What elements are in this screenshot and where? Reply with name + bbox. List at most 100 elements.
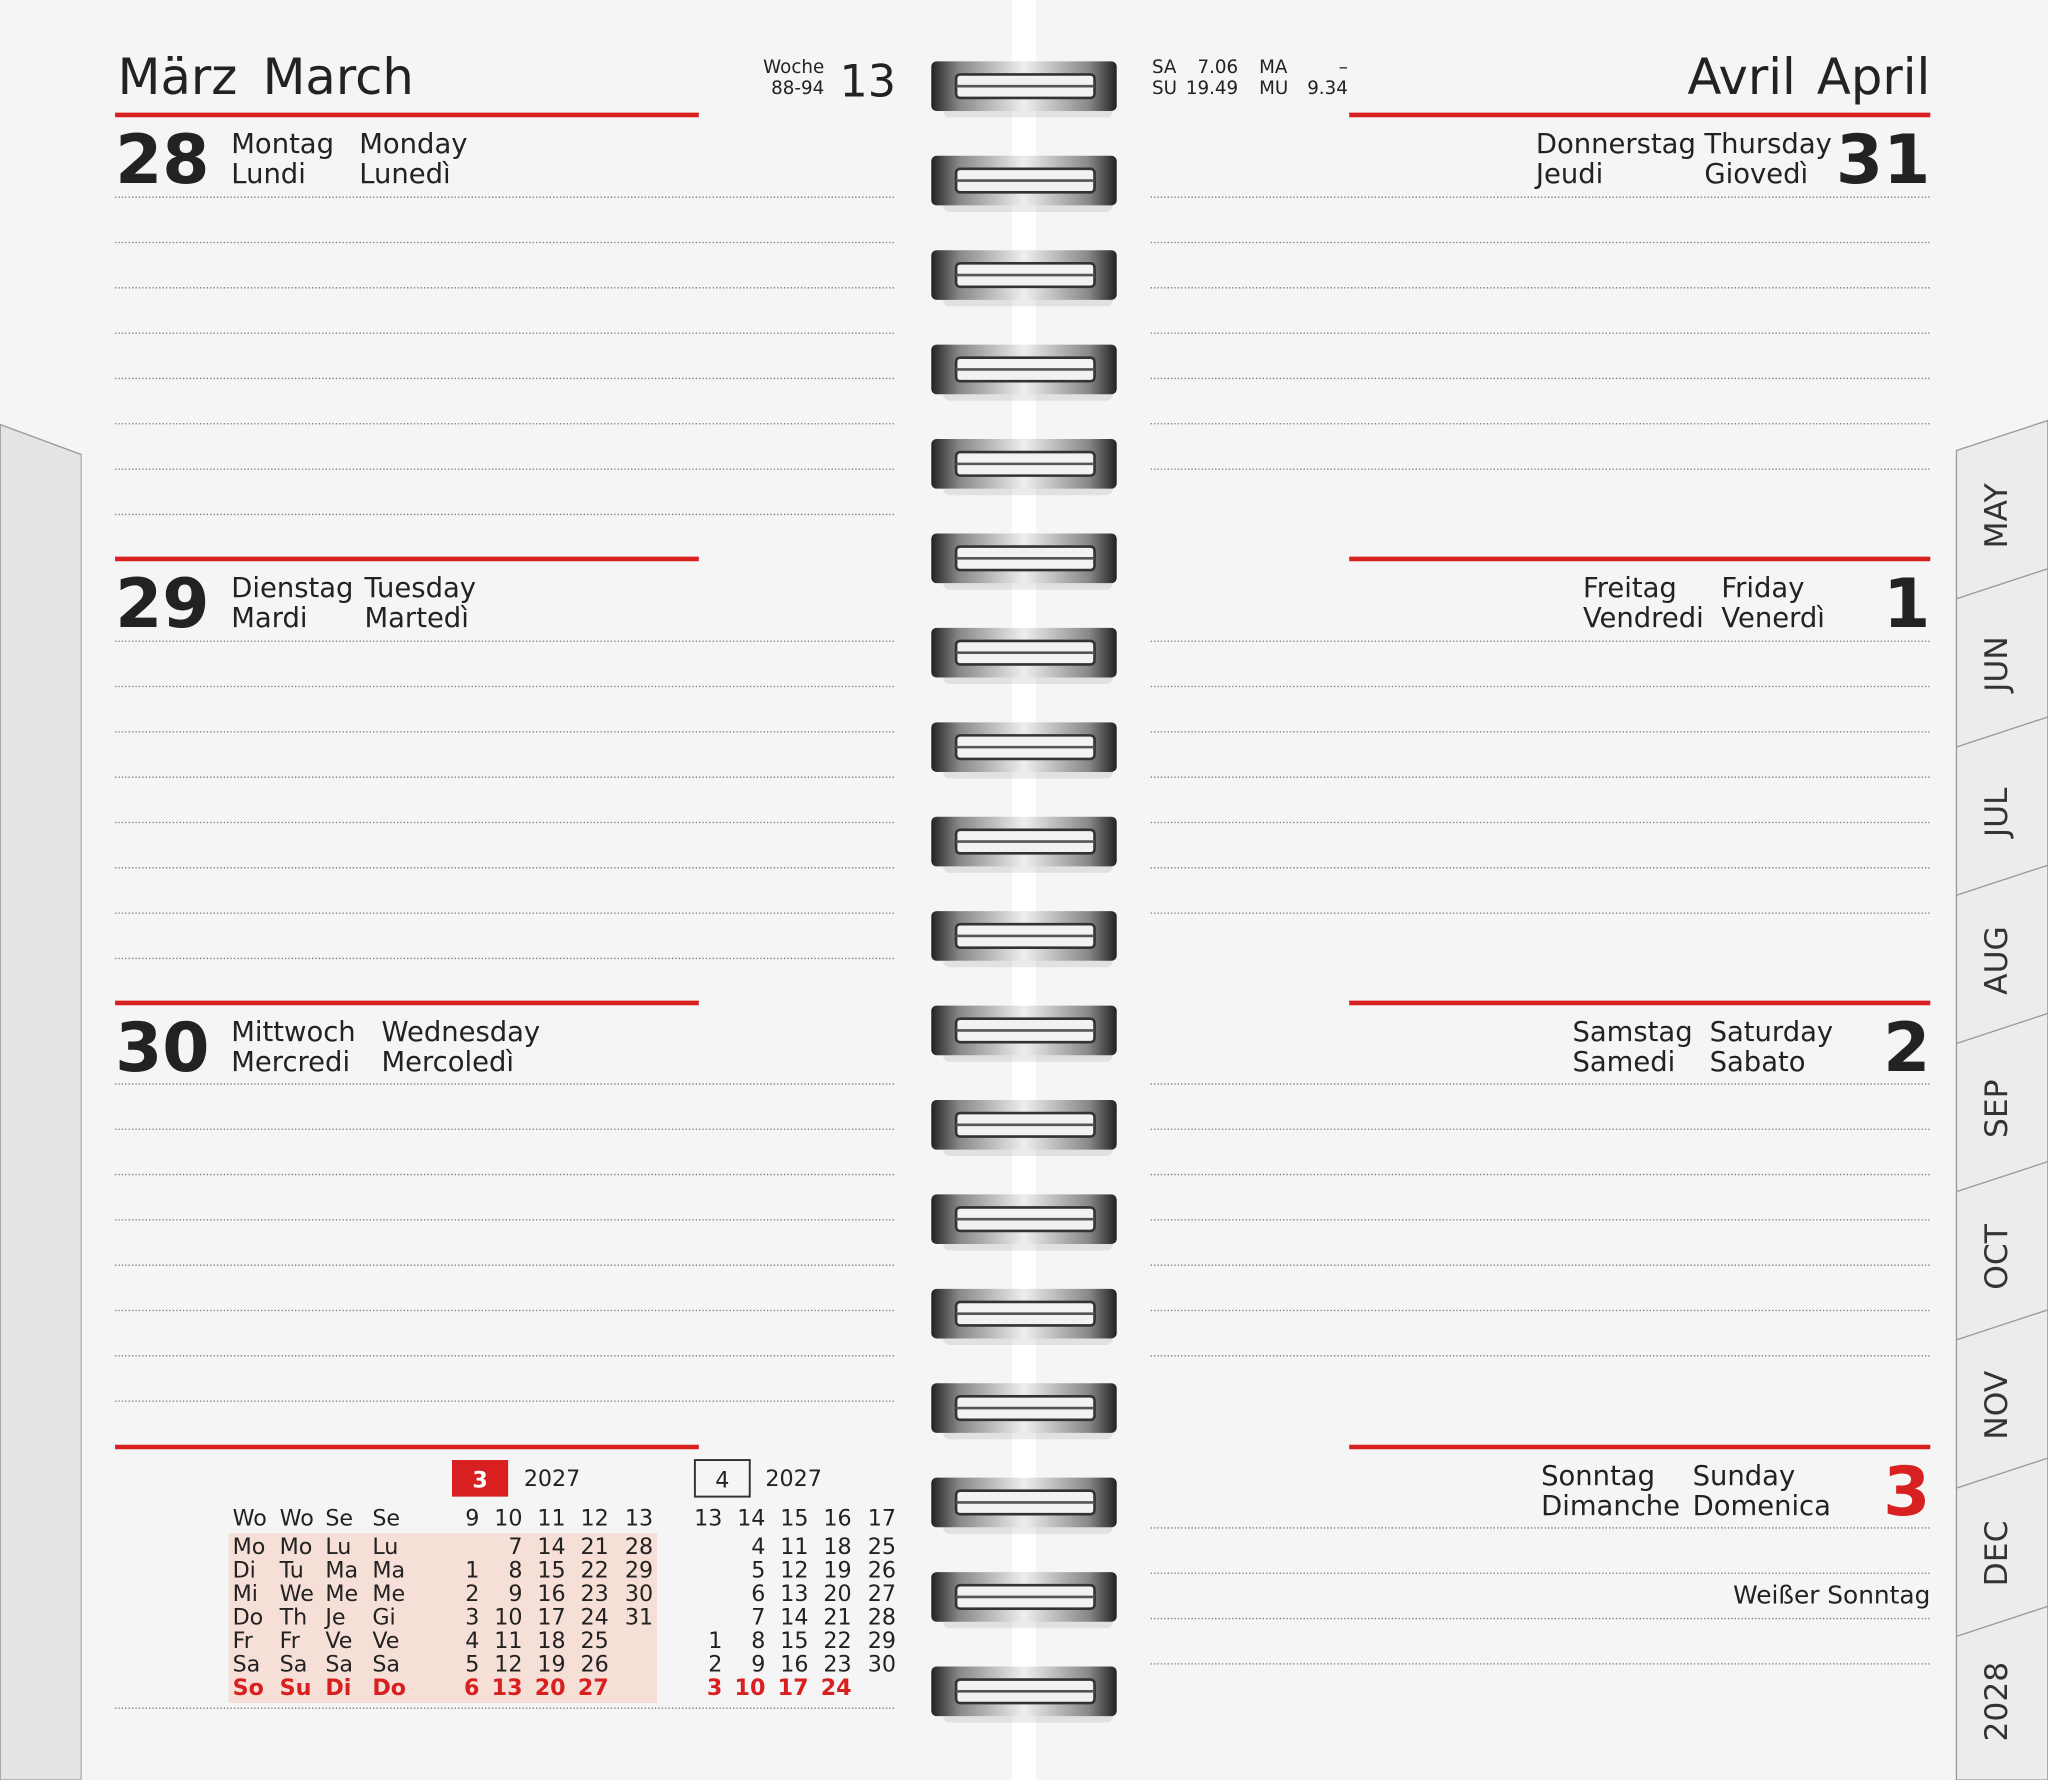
calendar-day: 6	[464, 1675, 479, 1701]
calendar-weekday: Sa	[280, 1652, 308, 1678]
calendar-day: 2	[708, 1652, 722, 1678]
week-days: 88-94	[771, 78, 824, 99]
calendar-weekday: Th	[279, 1605, 308, 1631]
calendar-day: 18	[823, 1534, 851, 1560]
tab-label: DEC	[1979, 1521, 2015, 1587]
day-name: Giovedì	[1704, 159, 1808, 190]
calendar-day: 29	[625, 1558, 653, 1584]
tab-divider	[1956, 864, 2048, 896]
day-name: Tuesday	[363, 573, 476, 604]
calendar-header: Se	[325, 1505, 353, 1531]
week-number: 11	[537, 1505, 565, 1531]
day-name: Samedi	[1572, 1047, 1675, 1078]
tab-divider	[1956, 1457, 2048, 1489]
calendar-day: 18	[537, 1628, 565, 1654]
calendar-weekday: Do	[372, 1675, 406, 1701]
calendar-day: 26	[868, 1558, 896, 1584]
calendar-day: 16	[537, 1581, 565, 1607]
day-name: Montag	[231, 129, 334, 160]
tab-label: MAY	[1979, 482, 2015, 548]
tab-label: JUL	[1979, 787, 2015, 839]
calendar-day: 31	[625, 1605, 653, 1631]
calendar-weekday: Me	[372, 1581, 405, 1607]
month-box	[451, 1460, 509, 1497]
day-name: Vendredi	[1583, 603, 1704, 634]
tab-divider	[1956, 1012, 2048, 1045]
calendar-weekday: Su	[280, 1675, 312, 1701]
tab-divider	[1956, 1605, 2048, 1637]
day-name: Dimanche	[1541, 1491, 1680, 1522]
calendar-day: 4	[751, 1534, 765, 1560]
day-name: Thursday	[1703, 129, 1831, 160]
week-number: 17	[868, 1505, 896, 1531]
calendar-day: 5	[751, 1558, 765, 1584]
week-number: 13	[625, 1505, 653, 1531]
day-name: Lundi	[231, 159, 306, 190]
calendar-day: 24	[821, 1675, 852, 1701]
calendar-day: 12	[780, 1558, 808, 1584]
day-number: 2	[1883, 1009, 1930, 1088]
calendar-day: 23	[823, 1652, 851, 1678]
tab-divider	[1956, 716, 2048, 748]
calendar-weekday: We	[280, 1581, 314, 1607]
calendar-weekday: Do	[233, 1605, 264, 1631]
week-number: 14	[737, 1505, 765, 1531]
tab-label: OCT	[1979, 1223, 2015, 1290]
month-de: März	[118, 48, 238, 106]
day-name: Lunedì	[359, 159, 450, 190]
calendar-weekday: Di	[233, 1558, 256, 1584]
sun-moon: SU	[1152, 78, 1177, 99]
calendar-day: 7	[508, 1534, 522, 1560]
calendar-day: 29	[868, 1628, 896, 1654]
calendar-weekday: Ve	[372, 1628, 399, 1654]
day-name: Monday	[359, 129, 467, 160]
week-number: 10	[494, 1505, 522, 1531]
day-name: Jeudi	[1534, 159, 1603, 190]
sun-moon: MA	[1259, 57, 1288, 78]
week-number: 13	[694, 1505, 722, 1531]
day-name: Friday	[1721, 573, 1804, 604]
calendar-weekday: Gi	[372, 1605, 395, 1631]
calendar-highlight	[228, 1533, 658, 1703]
sun-moon: SA	[1152, 57, 1177, 78]
tab-label: AUG	[1979, 926, 2015, 995]
calendar-day: 21	[580, 1534, 608, 1560]
calendar-day: 3	[465, 1605, 479, 1631]
calendar-weekday: Ma	[372, 1558, 405, 1584]
day-name: Saturday	[1710, 1017, 1834, 1048]
calendar-day: 7	[751, 1605, 765, 1631]
calendar-day: 11	[494, 1628, 522, 1654]
tab-label: JUN	[1979, 636, 2015, 694]
calendar-weekday: Fr	[233, 1628, 254, 1654]
calendar-day: 28	[868, 1605, 896, 1631]
calendar-header: Wo	[233, 1505, 267, 1531]
calendar-weekday: Ma	[325, 1558, 358, 1584]
calendar-day: 1	[465, 1558, 479, 1584]
calendar-day: 2	[465, 1581, 479, 1607]
calendar-weekday: Ve	[325, 1628, 352, 1654]
tab-label: SEP	[1979, 1079, 2015, 1138]
calendar-day: 20	[823, 1581, 851, 1607]
calendar-weekday: Mo	[233, 1534, 266, 1560]
calendar-weekday: So	[233, 1675, 264, 1701]
calendar-weekday: Je	[323, 1605, 345, 1631]
day-number: 29	[115, 565, 209, 644]
calendar-header: Wo	[280, 1505, 314, 1531]
calendar-weekday: Lu	[325, 1534, 351, 1560]
day-name: Sonntag	[1541, 1461, 1655, 1492]
day-name: Venerdì	[1721, 603, 1825, 634]
tab-divider	[1956, 1161, 2048, 1193]
month-year: 2027	[765, 1466, 821, 1492]
left-edge-tab	[0, 423, 82, 1780]
day-name: Samstag	[1572, 1017, 1692, 1048]
calendar-day: 17	[778, 1675, 809, 1701]
calendar-header: Se	[372, 1505, 400, 1531]
calendar-day: 30	[625, 1581, 653, 1607]
day-name: Mercredi	[231, 1047, 350, 1078]
calendar-day: 12	[494, 1652, 522, 1678]
day-name: Freitag	[1583, 573, 1677, 604]
calendar-day: 30	[868, 1652, 896, 1678]
day-number: 3	[1883, 1453, 1930, 1532]
calendar-day: 14	[537, 1534, 565, 1560]
